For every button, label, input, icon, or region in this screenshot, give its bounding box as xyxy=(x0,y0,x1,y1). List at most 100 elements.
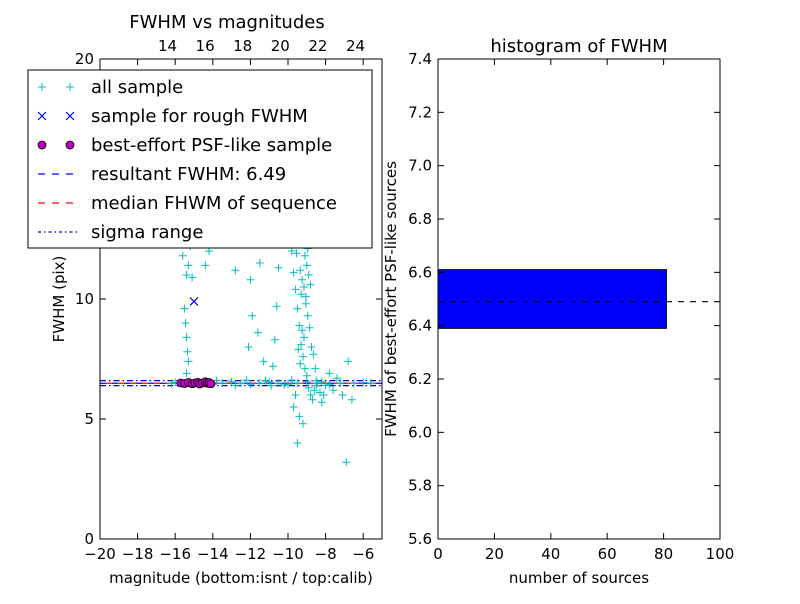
right-xtick-label-5: 100 xyxy=(706,545,735,563)
series-0-point-8 xyxy=(183,347,192,356)
series-0-point-65 xyxy=(321,381,330,390)
series-0-point-84 xyxy=(218,379,227,387)
histogram-bar-0 xyxy=(437,269,667,329)
series-0-point-96 xyxy=(167,379,176,388)
right-xtick-label-0: 0 xyxy=(433,545,443,563)
series-0-point-31 xyxy=(297,340,306,349)
left-xtick-label-3: −14 xyxy=(197,545,229,563)
left-xtick-label-0: −20 xyxy=(84,545,116,563)
series-0-point-27 xyxy=(289,268,298,277)
series-0-point-19 xyxy=(244,343,253,351)
series-2-point-11 xyxy=(206,379,216,389)
series-0-point-72 xyxy=(342,458,351,467)
right-xtick-label-2: 40 xyxy=(541,545,560,563)
series-0-point-63 xyxy=(299,419,308,428)
series-0-point-54 xyxy=(294,345,303,354)
legend-swatch-0-b xyxy=(66,83,74,91)
series-0-point-106 xyxy=(359,378,368,387)
legend-swatch-2-b xyxy=(65,140,75,150)
series-0-point-58 xyxy=(317,398,326,407)
series-0-point-94 xyxy=(312,381,321,390)
legend-label-2: best-effort PSF-like sample xyxy=(91,135,332,156)
series-0-point-86 xyxy=(237,379,245,387)
right-data-layer xyxy=(437,269,720,329)
series-0-point-10 xyxy=(182,369,191,378)
series-0-point-5 xyxy=(180,304,189,313)
right-y-axis-label: FWHM of best-effort PSF-like sources xyxy=(382,161,400,437)
legend: all sample sample for rough FWHM best-effo… xyxy=(27,69,373,249)
series-0-point-20 xyxy=(259,357,268,366)
left-x-axis-label: magnitude (bottom:isnt / top:calib) xyxy=(109,569,373,587)
series-0-point-52 xyxy=(309,350,318,359)
legend-swatch-2-a xyxy=(37,140,47,150)
series-0-point-35 xyxy=(304,383,313,392)
series-0-point-74 xyxy=(292,249,301,258)
series-0-point-2 xyxy=(178,251,187,260)
right-xtick-label-1: 20 xyxy=(485,545,504,563)
series-0-point-93 xyxy=(302,377,311,386)
series-0-point-91 xyxy=(284,380,292,389)
series-0-point-22 xyxy=(270,335,279,344)
series-0-point-9 xyxy=(184,357,193,366)
right-ytick-label-2: 6.0 xyxy=(408,423,432,441)
series-0-point-64 xyxy=(293,439,302,447)
series-0-point-1 xyxy=(184,261,193,270)
legend-label-5: sigma range xyxy=(91,222,203,243)
legend-label-3: resultant FWHM: 6.49 xyxy=(91,164,286,185)
series-0-point-108 xyxy=(242,376,251,385)
series-0-point-55 xyxy=(311,364,320,373)
series-0-point-33 xyxy=(300,364,309,373)
left-ytick-label-1: 5 xyxy=(84,410,94,428)
series-0-point-21 xyxy=(268,362,277,371)
series-0-point-53 xyxy=(296,359,305,368)
right-ytick-label-3: 6.2 xyxy=(408,370,432,388)
series-0-point-50 xyxy=(298,326,307,335)
series-0-point-101 xyxy=(287,376,296,385)
right-ticks: 0 20 40 60 80 100 5.6 5.8 6.0 6.2 6.4 6.6 6.8 7.0 7.2 7… xyxy=(408,50,734,563)
series-0-point-42 xyxy=(302,261,311,270)
left-top-tick-label-5: 24 xyxy=(346,37,365,55)
left-ytick-label-top: 20 xyxy=(75,50,94,68)
right-chart: 0 20 40 60 80 100 5.6 5.8 6.0 6.2 6.4 6.6 6.8 7.0 7.2 7… xyxy=(382,36,734,587)
series-0-point-30 xyxy=(295,321,304,330)
series-1-point-0 xyxy=(189,296,199,306)
legend-swatch-1-b xyxy=(65,111,75,121)
legend-box xyxy=(27,69,373,249)
series-0-point-38 xyxy=(310,386,319,395)
right-ytick-label-0: 5.6 xyxy=(408,530,432,548)
right-x-axis-label: number of sources xyxy=(509,569,649,587)
series-0-point-23 xyxy=(272,302,281,311)
series-0-point-85 xyxy=(227,377,236,386)
series-0-point-18 xyxy=(253,328,262,337)
right-ytick-label-9: 7.4 xyxy=(408,50,432,68)
series-0-point-75 xyxy=(296,266,305,275)
series-0-point-6 xyxy=(181,319,190,327)
right-ytick-label-5: 6.6 xyxy=(408,263,432,281)
left-top-tick-label-3: 20 xyxy=(271,37,290,55)
series-0-point-51 xyxy=(307,343,316,351)
series-0-point-71 xyxy=(347,395,356,404)
left-xtick-label-4: −12 xyxy=(235,545,267,563)
series-0-point-104 xyxy=(336,379,345,387)
right-xtick-label-4: 80 xyxy=(654,545,673,563)
series-0-point-14 xyxy=(231,266,240,275)
series-0-point-48 xyxy=(305,323,314,332)
series-0-point-60 xyxy=(291,391,300,399)
series-0-point-98 xyxy=(231,381,240,390)
left-top-tick-label-1: 16 xyxy=(196,37,215,55)
series-0-point-46 xyxy=(301,299,310,308)
series-0-point-47 xyxy=(303,311,312,320)
series-0-point-37 xyxy=(308,395,317,404)
series-0-point-67 xyxy=(329,386,338,395)
series-0-point-0 xyxy=(182,271,191,279)
series-0-point-59 xyxy=(319,391,328,399)
series-0-point-90 xyxy=(274,379,283,387)
series-0-point-45 xyxy=(297,290,306,299)
series-0-point-7 xyxy=(182,333,191,342)
legend-swatch-1-a xyxy=(37,111,47,121)
series-0-point-77 xyxy=(299,283,308,291)
left-ytick-label-2: 10 xyxy=(75,290,94,308)
series-0-point-109 xyxy=(267,381,276,390)
